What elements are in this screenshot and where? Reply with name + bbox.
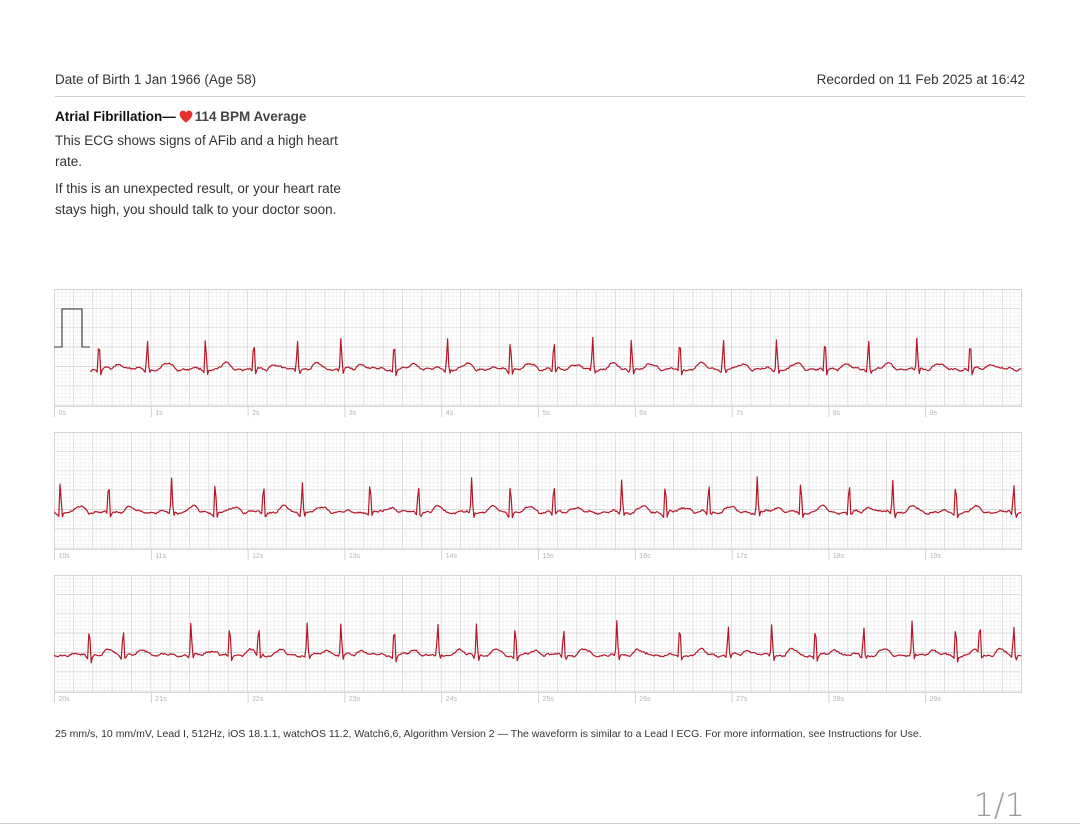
- diagnosis-line: Atrial Fibrillation — 114 BPM Average: [55, 109, 345, 124]
- average-bpm: 114 BPM Average: [194, 109, 307, 124]
- ecg-waveform: [54, 620, 1022, 664]
- second-tick-label: 29s: [930, 696, 942, 703]
- result-summary: Atrial Fibrillation — 114 BPM Average Th…: [55, 109, 345, 226]
- second-tick-label: 20s: [59, 696, 71, 703]
- ecg-waveform: [89, 336, 1022, 377]
- ecg-grid-svg: 10s 11s 12s 13s 14s 15s 16s 17s 18s 19s: [54, 432, 1022, 560]
- ecg-grid-svg: 20s 21s 22s 23s 24s 25s 26s 27s 28s 29s: [54, 575, 1022, 703]
- second-tick-label: 21s: [155, 696, 167, 703]
- second-tick-label: 27s: [736, 696, 748, 703]
- second-tick-label: 14s: [446, 553, 458, 560]
- second-tick-label: 5s: [543, 410, 551, 417]
- ecg-strip-2: 10s 11s 12s 13s 14s 15s 16s 17s 18s 19s: [54, 432, 1022, 560]
- page-number: 1/1: [973, 786, 1026, 824]
- second-tick-label: 0s: [59, 410, 67, 417]
- result-advice: If this is an unexpected result, or your…: [55, 181, 341, 217]
- recording-details: 25 mm/s, 10 mm/mV, Lead I, 512Hz, iOS 18…: [55, 728, 922, 740]
- ecg-grid-svg: 0s 1s 2s 3s 4s 5s 6s 7s 8s 9s: [54, 289, 1022, 417]
- ecg-strip-1: 0s 1s 2s 3s 4s 5s 6s 7s 8s 9s: [54, 289, 1022, 417]
- second-tick-label: 4s: [446, 410, 454, 417]
- second-tick-label: 26s: [639, 696, 651, 703]
- second-tick-label: 8s: [833, 410, 841, 417]
- date-of-birth: Date of Birth 1 Jan 1966 (Age 58): [55, 72, 257, 87]
- page-bottom-divider: [0, 823, 1080, 824]
- second-tick-label: 1s: [155, 410, 163, 417]
- second-tick-label: 19s: [930, 553, 942, 560]
- second-tick-label: 6s: [639, 410, 647, 417]
- ecg-strip-3: 20s 21s 22s 23s 24s 25s 26s 27s 28s 29s: [54, 575, 1022, 703]
- ecg-waveform: [54, 476, 1022, 519]
- diagnosis-dash: —: [162, 109, 176, 124]
- diagnosis-title: Atrial Fibrillation: [55, 109, 163, 124]
- result-description: This ECG shows signs of AFib and a high …: [55, 133, 338, 169]
- second-tick-label: 18s: [833, 553, 845, 560]
- second-tick-label: 2s: [252, 410, 260, 417]
- second-tick-label: 12s: [252, 553, 264, 560]
- header-divider: [55, 96, 1025, 97]
- second-tick-label: 23s: [349, 696, 361, 703]
- second-tick-label: 25s: [543, 696, 555, 703]
- second-tick-label: 7s: [736, 410, 744, 417]
- second-tick-label: 11s: [155, 553, 166, 560]
- second-tick-label: 3s: [349, 410, 357, 417]
- second-tick-label: 17s: [736, 553, 748, 560]
- second-tick-label: 24s: [446, 696, 458, 703]
- heart-icon: [179, 110, 193, 123]
- calibration-pulse: [54, 308, 90, 348]
- recorded-timestamp: Recorded on 11 Feb 2025 at 16:42: [816, 72, 1025, 87]
- second-tick-label: 13s: [349, 553, 361, 560]
- second-tick-label: 9s: [930, 410, 938, 417]
- second-tick-label: 28s: [833, 696, 845, 703]
- second-tick-label: 10s: [59, 553, 71, 560]
- second-tick-label: 22s: [252, 696, 264, 703]
- second-tick-label: 15s: [543, 553, 555, 560]
- second-tick-label: 16s: [639, 553, 651, 560]
